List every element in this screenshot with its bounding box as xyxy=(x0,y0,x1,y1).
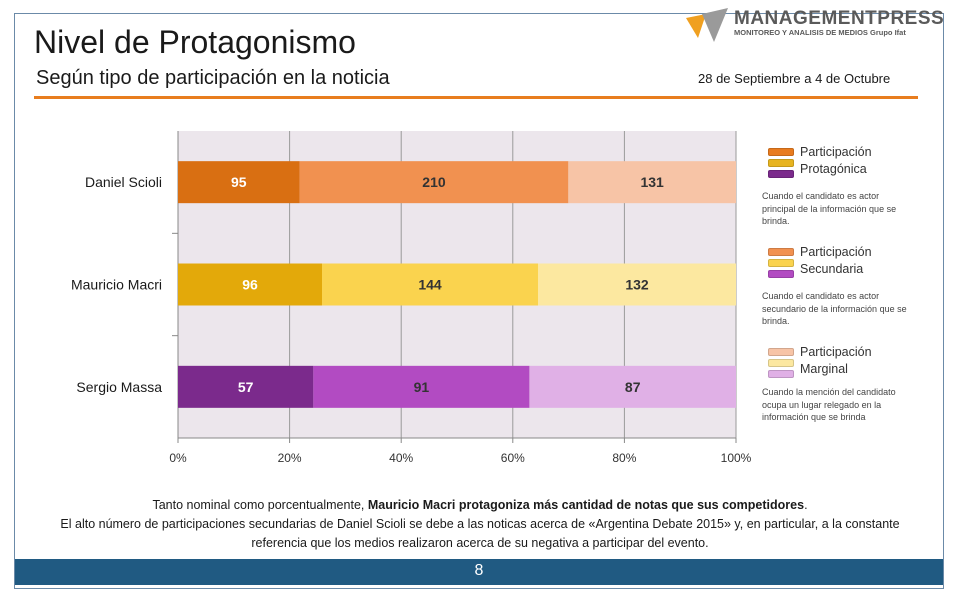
category-label: Mauricio Macri xyxy=(71,277,162,293)
legend-swatch xyxy=(768,148,794,156)
x-tick-label: 0% xyxy=(169,451,187,465)
bar-segment xyxy=(178,365,314,408)
note-line-1: Tanto nominal como porcentualmente, Maur… xyxy=(40,496,920,515)
note-prefix: Tanto nominal como porcentualmente, xyxy=(152,498,368,512)
analysis-note: Tanto nominal como porcentualmente, Maur… xyxy=(40,496,920,553)
bar-segment xyxy=(322,263,538,306)
x-tick-label: 80% xyxy=(612,451,636,465)
legend-description: Cuando el candidato es actor secundario … xyxy=(762,291,907,326)
bar-segment xyxy=(178,161,300,204)
bar-segment xyxy=(299,161,569,204)
x-tick-label: 100% xyxy=(721,451,752,465)
legend-swatch xyxy=(768,348,794,356)
data-label: 210 xyxy=(422,174,446,190)
note-highlight: Mauricio Macri protagoniza más cantidad … xyxy=(367,498,805,512)
footer-bar: 8 xyxy=(15,559,943,585)
page-subtitle: Según tipo de participación en la notici… xyxy=(36,67,390,89)
date-range: 28 de Septiembre a 4 de Octubre xyxy=(698,71,891,86)
logo-mark-icon xyxy=(686,8,728,42)
legend-title: Participación Marginal xyxy=(800,345,872,376)
legend-swatch xyxy=(768,370,794,378)
x-tick-label: 20% xyxy=(278,451,302,465)
x-tick-label: 40% xyxy=(389,451,413,465)
data-label: 132 xyxy=(625,277,649,293)
legend-title: Participación Protagónica xyxy=(800,145,872,176)
legend-swatches xyxy=(768,348,794,381)
legend-swatches xyxy=(768,248,794,281)
page-title: Nivel de Protagonismo xyxy=(34,24,356,60)
legend-swatch xyxy=(768,359,794,367)
legend-swatch xyxy=(768,170,794,178)
data-label: 87 xyxy=(625,379,641,395)
data-label: 95 xyxy=(231,174,247,190)
data-label: 131 xyxy=(640,174,664,190)
category-label: Sergio Massa xyxy=(76,379,162,395)
page-number: 8 xyxy=(474,562,484,579)
category-label: Daniel Scioli xyxy=(85,174,162,190)
data-label: 96 xyxy=(242,277,258,293)
legend-swatch xyxy=(768,159,794,167)
legend-swatch xyxy=(768,248,794,256)
title-underline xyxy=(34,96,918,99)
note-suffix: . xyxy=(804,498,808,512)
legend-title: Participación Secundaria xyxy=(800,245,872,276)
legend-swatch xyxy=(768,259,794,267)
bar-segment xyxy=(529,365,736,408)
logo-tagline: MONITOREO Y ANALISIS DE MEDIOS Grupo Ifa… xyxy=(734,28,906,37)
logo-name: MANAGEMENTPRESS xyxy=(734,8,945,29)
slide-frame xyxy=(14,13,944,589)
data-label: 144 xyxy=(418,277,442,293)
bar-segment xyxy=(538,263,736,306)
legend-swatches xyxy=(768,148,794,181)
legend-description: Cuando el candidato es actor principal d… xyxy=(762,191,897,226)
note-line-2: El alto número de participaciones secund… xyxy=(60,517,900,550)
data-label: 57 xyxy=(238,379,254,395)
data-label: 91 xyxy=(414,379,430,395)
x-tick-label: 60% xyxy=(501,451,525,465)
legend-swatch xyxy=(768,270,794,278)
legend-description: Cuando la mención del candidato ocupa un… xyxy=(762,387,896,422)
bar-segment xyxy=(313,365,530,408)
company-logo: MANAGEMENTPRESS MONITOREO Y ANALISIS DE … xyxy=(684,4,944,44)
bar-segment xyxy=(178,263,322,306)
bar-segment xyxy=(568,161,736,204)
